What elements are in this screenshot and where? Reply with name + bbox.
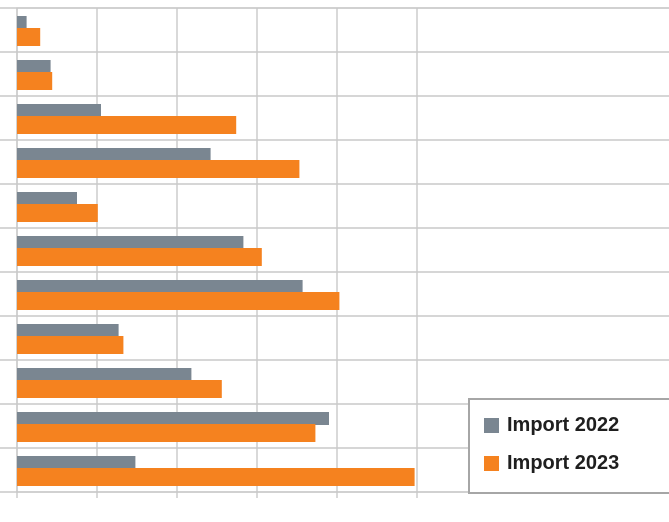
bar-series-1-category-6 [17, 236, 244, 249]
legend-swatch-series-1 [484, 418, 499, 433]
bar-series-1-category-4 [17, 148, 211, 161]
bar-series-1-category-10 [17, 412, 329, 425]
bar-series-2-category-2 [17, 72, 53, 90]
bar-series-2-category-3 [17, 116, 237, 134]
bar-series-1-category-8 [17, 324, 119, 337]
bar-series-2-category-10 [17, 424, 316, 442]
bar-series-1-category-3 [17, 104, 101, 117]
bar-series-2-category-11 [17, 468, 415, 486]
bar-series-2-category-9 [17, 380, 222, 398]
bar-series-1-category-7 [17, 280, 303, 293]
bars [17, 16, 415, 486]
bar-series-1-category-5 [17, 192, 77, 205]
legend-label-series-1: Import 2022 [507, 414, 620, 436]
bar-series-1-category-9 [17, 368, 192, 381]
legend-swatch-series-2 [484, 456, 499, 471]
bar-series-2-category-4 [17, 160, 300, 178]
legend-label-series-2: Import 2023 [507, 452, 620, 474]
bar-series-2-category-1 [17, 28, 41, 46]
bar-series-1-category-1 [17, 16, 27, 29]
bar-series-1-category-11 [17, 456, 136, 469]
legend-item-series-1: Import 2022 [484, 414, 619, 437]
legend-item-series-2: Import 2023 [484, 452, 619, 475]
bar-series-2-category-6 [17, 248, 262, 266]
bar-series-2-category-7 [17, 292, 340, 310]
bar-series-2-category-8 [17, 336, 124, 354]
bar-series-2-category-5 [17, 204, 98, 222]
bar-series-1-category-2 [17, 60, 51, 73]
legend: Import 2022 Import 2023 [468, 398, 669, 494]
